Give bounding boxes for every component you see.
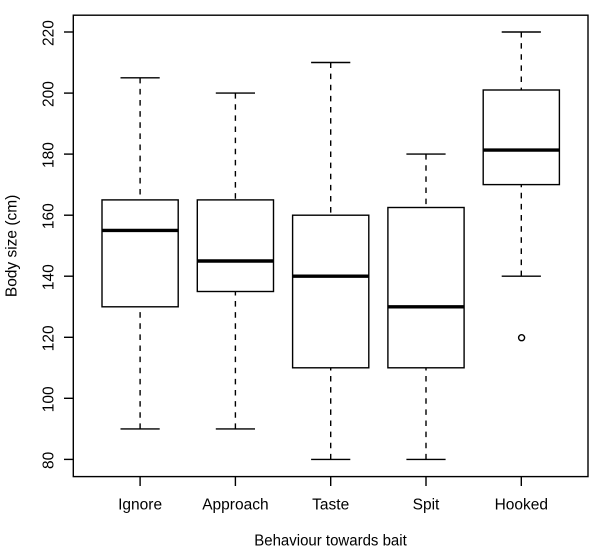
- svg-text:100: 100: [41, 386, 58, 412]
- svg-text:Taste: Taste: [312, 496, 349, 513]
- svg-text:180: 180: [41, 142, 58, 168]
- svg-text:120: 120: [41, 325, 58, 351]
- svg-text:Behaviour towards bait: Behaviour towards bait: [254, 532, 407, 549]
- svg-text:140: 140: [41, 264, 58, 290]
- svg-text:200: 200: [41, 81, 58, 107]
- svg-text:Hooked: Hooked: [495, 496, 548, 513]
- svg-text:80: 80: [41, 451, 58, 469]
- svg-text:Spit: Spit: [413, 496, 440, 513]
- svg-text:160: 160: [41, 203, 58, 229]
- svg-text:Body size (cm): Body size (cm): [3, 195, 20, 298]
- svg-text:Approach: Approach: [202, 496, 268, 513]
- svg-text:220: 220: [41, 20, 58, 46]
- svg-text:Ignore: Ignore: [118, 496, 162, 513]
